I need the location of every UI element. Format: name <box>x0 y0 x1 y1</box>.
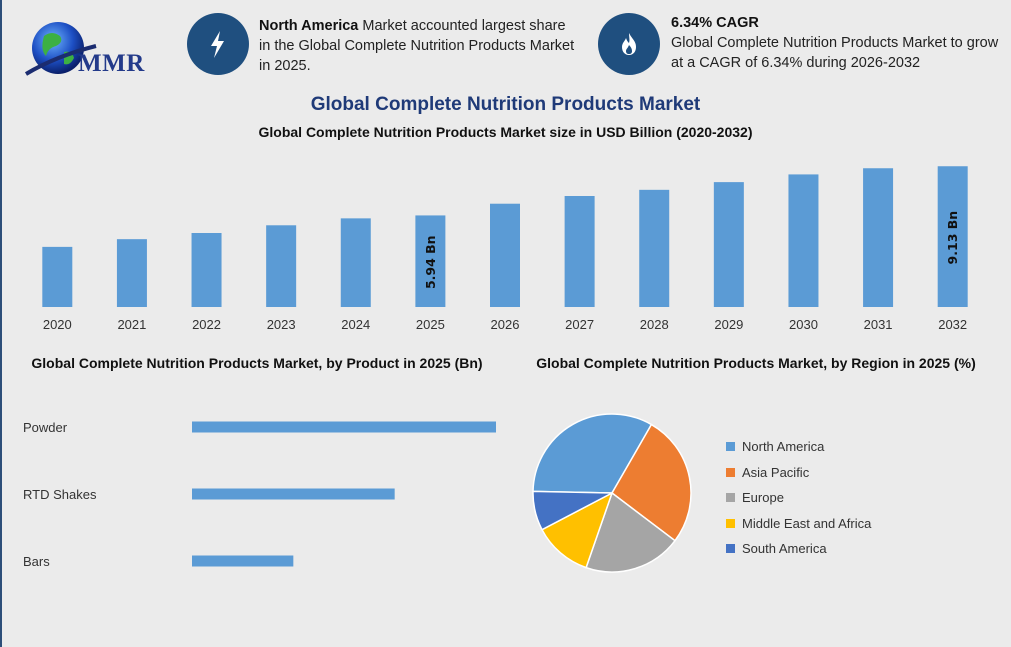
x-tick-label: 2020 <box>43 317 72 332</box>
info-north-america: North America Market accounted largest s… <box>259 16 579 76</box>
legend-label: South America <box>742 541 827 557</box>
x-tick-label: 2032 <box>938 317 967 332</box>
bar-data-label: 9.13 Bn <box>945 211 960 265</box>
pie-slice-north-america <box>532 413 653 494</box>
legend-label: Europe <box>742 490 784 506</box>
y-tick-label: RTD Shakes <box>23 487 97 502</box>
legend-label: Middle East and Africa <box>742 515 872 531</box>
bar-2025 <box>415 215 446 307</box>
product-chart-title: Global Complete Nutrition Products Marke… <box>31 355 483 371</box>
bar-2027 <box>564 196 595 307</box>
mmr-logo <box>20 16 160 88</box>
x-tick-label: 2031 <box>864 317 893 332</box>
bar-2030 <box>788 174 819 307</box>
x-tick-label: 2023 <box>267 317 296 332</box>
flame-icon <box>598 13 660 75</box>
lightning-icon <box>187 13 249 75</box>
product-bar-chart: Powder RTD Shakes Bars <box>23 420 496 569</box>
pie-slice-europe <box>585 491 677 573</box>
info-2-text: Global Complete Nutrition Products Marke… <box>671 35 999 71</box>
bar-2020 <box>42 246 73 307</box>
legend-item: North America <box>726 434 871 460</box>
hbar-Powder <box>192 421 496 433</box>
legend-swatch <box>726 493 735 503</box>
pie-slice-middle-east-and-africa <box>541 491 614 569</box>
frame-border <box>0 0 2 647</box>
bar-2021 <box>116 239 147 307</box>
hbar-RTD Shakes <box>192 488 395 500</box>
info-cagr: 6.34% CAGR Global Complete Nutrition Pro… <box>671 13 1001 73</box>
x-tick-label: 2025 <box>416 317 445 332</box>
x-tick-label: 2026 <box>491 317 520 332</box>
legend-swatch <box>726 442 735 452</box>
x-tick-label: 2030 <box>789 317 818 332</box>
legend-item: Middle East and Africa <box>726 511 871 537</box>
legend-label: Asia Pacific <box>742 464 810 480</box>
globe-icon <box>24 22 97 76</box>
bar-2028 <box>639 189 670 307</box>
market-size-bar-chart: 2020 2021 2022 2023 2024 2025 5.94 Bn 2026 2027 2… <box>42 166 968 332</box>
x-tick-label: 2028 <box>640 317 669 332</box>
legend-item: South America <box>726 536 871 562</box>
bar-2024 <box>340 218 371 307</box>
y-tick-label: Powder <box>23 420 68 435</box>
legend-swatch <box>726 518 735 528</box>
info-2-bold: 6.34% CAGR <box>671 15 759 31</box>
bar-2032 <box>937 166 968 307</box>
region-pie-chart <box>532 413 692 573</box>
legend-swatch <box>726 467 735 477</box>
bar-2023 <box>266 225 297 307</box>
legend-swatch <box>726 544 735 554</box>
y-tick-label: Bars <box>23 554 50 569</box>
bar-2026 <box>490 203 520 307</box>
x-tick-label: 2021 <box>117 317 146 332</box>
bar-2031 <box>863 168 894 307</box>
legend-item: Asia Pacific <box>726 460 871 486</box>
x-tick-label: 2029 <box>714 317 743 332</box>
page-title: Global Complete Nutrition Products Marke… <box>310 94 701 115</box>
bar-2022 <box>191 233 222 307</box>
info-1-text: Market accounted largest share in the Gl… <box>259 18 575 74</box>
hbar-Bars <box>192 555 294 567</box>
bar-data-label: 5.94 Bn <box>423 235 438 289</box>
pie-slice-asia-pacific <box>611 423 692 542</box>
pie-legend: North America Asia Pacific Europe Middle Ea… <box>726 434 871 562</box>
bar-2029 <box>713 182 744 307</box>
x-tick-label: 2022 <box>192 317 221 332</box>
legend-item: Europe <box>726 485 871 511</box>
region-chart-title: Global Complete Nutrition Products Marke… <box>536 355 976 371</box>
legend-label: North America <box>742 439 825 455</box>
pie-slice-south-america <box>532 490 613 531</box>
chart-subtitle: Global Complete Nutrition Products Marke… <box>258 124 753 140</box>
x-tick-label: 2024 <box>341 317 370 332</box>
logo-text: MMR <box>78 50 145 77</box>
info-1-bold: North America <box>259 18 359 34</box>
x-tick-label: 2027 <box>565 317 594 332</box>
